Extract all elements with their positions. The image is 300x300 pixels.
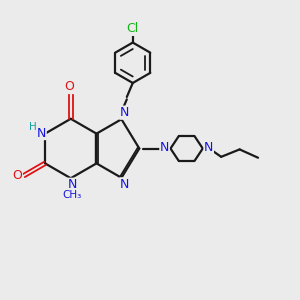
Text: CH₃: CH₃ — [63, 190, 82, 200]
Text: N: N — [120, 178, 129, 191]
Text: O: O — [12, 169, 22, 182]
Text: H: H — [29, 122, 36, 132]
Text: N: N — [204, 141, 213, 154]
Text: N: N — [120, 106, 129, 119]
Text: O: O — [64, 80, 74, 94]
Text: N: N — [37, 127, 46, 140]
Text: N: N — [160, 141, 169, 154]
Text: N: N — [68, 178, 77, 191]
Text: Cl: Cl — [127, 22, 139, 35]
